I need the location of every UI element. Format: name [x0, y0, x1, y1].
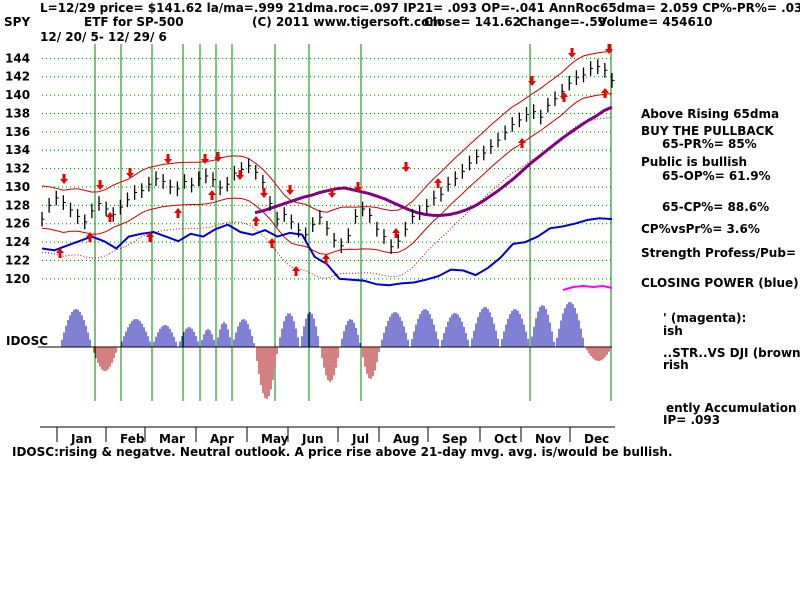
month-label: Apr: [210, 432, 234, 446]
month-label: Dec: [584, 432, 609, 446]
y-tick-label: 126: [5, 217, 30, 231]
right-panel-line: ' (magenta):: [663, 311, 746, 325]
down-arrow: [568, 48, 576, 58]
down-arrow: [96, 180, 104, 190]
right-panel-line: Strength Profess/Pub= 13.8: [641, 246, 800, 260]
right-panel-line: CLOSING POWER (blue):: [641, 276, 800, 290]
up-arrow: [292, 266, 300, 276]
down-arrow: [236, 170, 244, 180]
down-arrow: [126, 168, 134, 178]
y-tick-label: 120: [5, 272, 30, 286]
down-arrow: [201, 154, 209, 164]
month-label: Sep: [442, 432, 468, 446]
y-tick-label: 142: [5, 70, 30, 84]
y-tick-label: 128: [5, 198, 30, 212]
signal-arrows: [56, 44, 613, 276]
month-label: Aug: [393, 432, 419, 446]
up-arrow: [268, 238, 276, 248]
right-panel-line: CP%vsPr%= 3.6%: [641, 222, 760, 236]
month-label: Nov: [535, 432, 561, 446]
header-stats: L=12/29 price= $141.62 la/ma=.999 21dma.…: [40, 1, 800, 15]
month-label: Oct: [494, 432, 517, 446]
change-label: Change=-.59: [519, 15, 606, 29]
right-panel-line: ently Accumulation: [666, 401, 796, 415]
down-arrow: [60, 174, 68, 184]
up-arrow: [252, 216, 260, 226]
right-panel: Above Rising 65dma BUY THE PULLBACK65-PR%…: [641, 107, 800, 427]
up-arrow: [518, 138, 526, 148]
y-tick-label: 136: [5, 125, 30, 139]
up-arrow: [392, 228, 400, 238]
down-arrow: [260, 188, 268, 198]
y-tick-label: 138: [5, 106, 30, 120]
y-tick-label: 140: [5, 88, 30, 102]
upper-band: [41, 50, 613, 213]
month-label: May: [261, 432, 289, 446]
bands: [41, 50, 613, 279]
month-label: Mar: [159, 432, 185, 446]
down-arrow: [328, 188, 336, 198]
down-arrow: [214, 152, 222, 162]
month-label: Jun: [301, 432, 324, 446]
right-panel-line: 65-OP%= 61.9%: [662, 169, 771, 183]
footer-commentary: IDOSC:rising & negatve. Neutral outlook.…: [12, 445, 673, 459]
down-arrow: [164, 154, 172, 164]
down-arrow: [528, 76, 536, 86]
closing-power-line: [41, 217, 613, 287]
right-panel-line: ..STR..VS DJI (brown):: [663, 346, 800, 360]
ma65-line: [254, 105, 613, 217]
up-arrow: [434, 178, 442, 188]
price-bars: [41, 59, 615, 255]
y-tick-label: 132: [5, 162, 30, 176]
down-arrow: [605, 44, 613, 54]
right-panel-line: Above Rising 65dma: [641, 107, 779, 121]
up-arrow: [322, 254, 330, 264]
series-lines: [41, 105, 613, 287]
idosc-oscillator: [38, 302, 612, 399]
y-tick-label: 124: [5, 235, 30, 249]
up-arrow: [601, 88, 609, 98]
y-axis-ticks: 120 122 124 126 128 130 132 134 136 138 140 142 144: [5, 51, 30, 285]
down-arrow: [354, 182, 362, 192]
right-panel-line: BUY THE PULLBACK: [641, 124, 774, 138]
month-signal-lines: [94, 44, 612, 401]
volume-label: Volume= 454610: [598, 15, 713, 29]
y-tick-label: 144: [5, 51, 30, 65]
date-range-label: 12/ 20/ 5- 12/ 29/ 6: [40, 30, 167, 44]
down-arrow: [286, 185, 294, 195]
up-arrow: [560, 92, 568, 102]
right-panel-line: Public is bullish: [641, 155, 747, 169]
symbol-label: SPY: [4, 15, 30, 29]
y-tick-label: 134: [5, 143, 30, 157]
month-label: Feb: [120, 432, 145, 446]
right-panel-line: IP= .093: [663, 413, 720, 427]
month-labels: Jan Feb Mar Apr May Jun Jul Aug Sep Oct Nov Dec: [56, 427, 609, 446]
right-panel-line: rish: [663, 358, 689, 372]
lower-band: [41, 93, 613, 255]
up-arrow: [146, 232, 154, 242]
up-arrow: [208, 190, 216, 200]
month-label: Jul: [351, 432, 369, 446]
y-tick-label: 122: [5, 253, 30, 267]
magenta-line: [562, 284, 613, 291]
y-tick-label: 130: [5, 180, 30, 194]
month-label: Jan: [70, 432, 92, 446]
right-panel-line: ish: [663, 324, 683, 338]
up-arrow: [86, 232, 94, 242]
right-panel-line: 65-CP%= 88.6%: [662, 200, 769, 214]
close-label: Close= 141.62: [424, 15, 521, 29]
up-arrow: [56, 248, 64, 258]
idosc-label: IDOSC: [6, 334, 48, 348]
down-arrow: [402, 162, 410, 172]
copyright-label: (C) 2011 www.tigersoft.com: [252, 15, 442, 29]
chart-subtitle: ETF for SP-500: [84, 15, 184, 29]
right-panel-line: 65-PR%= 85%: [662, 137, 757, 151]
up-arrow: [174, 208, 182, 218]
up-arrow: [106, 212, 114, 222]
